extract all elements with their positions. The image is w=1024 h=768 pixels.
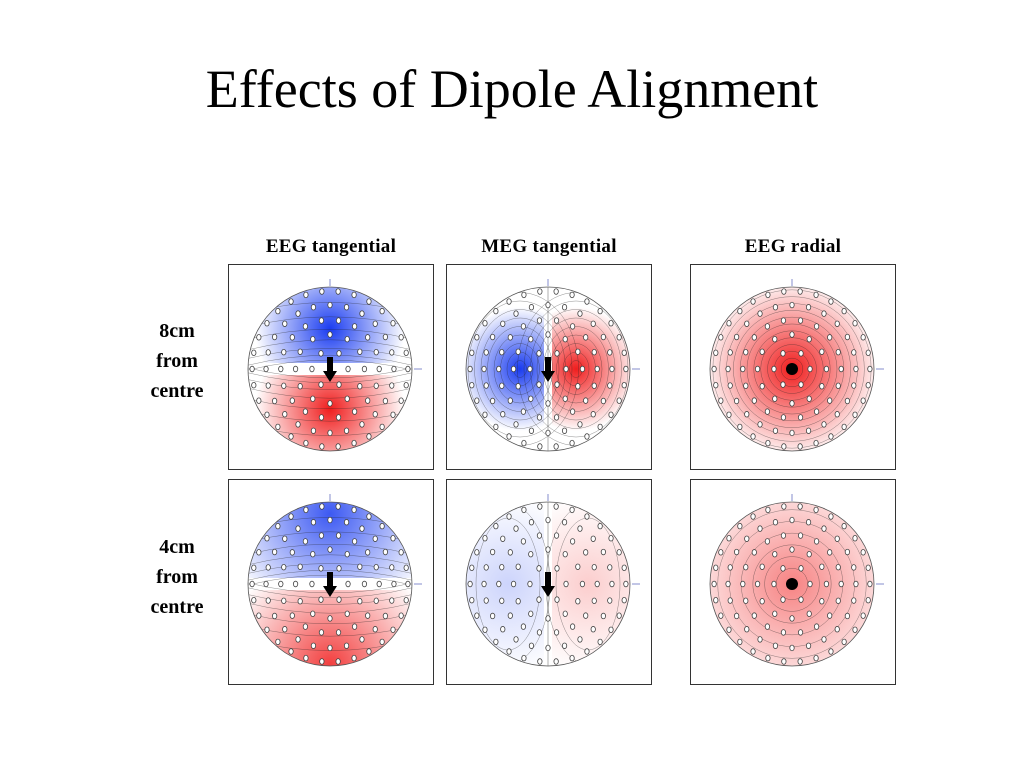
electrode-array — [467, 503, 629, 665]
electrode-array — [467, 288, 629, 450]
positive-field — [248, 590, 412, 666]
column-header-meg-tangential: MEG tangential — [481, 236, 617, 257]
tangential-dipole-arrow — [323, 357, 337, 382]
radial-dipole-dot — [786, 363, 798, 375]
map-eeg-radial-8cm — [690, 264, 896, 470]
tangential-dipole-arrow — [541, 572, 555, 597]
column-header-eeg-radial: EEG radial — [744, 236, 842, 257]
row-header-line: centre — [150, 380, 204, 402]
tangential-dipole-arrow — [541, 357, 555, 382]
row-header-4cm: 4cm from centre — [122, 532, 232, 622]
electrode-array — [711, 503, 873, 665]
row-header-line: from — [156, 350, 198, 372]
topo-map — [465, 279, 640, 452]
topo-map — [465, 494, 640, 667]
map-eeg-tangential-8cm — [228, 264, 434, 470]
electrode-array — [711, 288, 873, 450]
row-header-line: from — [156, 566, 198, 588]
row-header-8cm: 8cm from centre — [122, 316, 232, 406]
slide-title: Effects of Dipole Alignment — [205, 59, 819, 119]
positive-field — [248, 375, 412, 451]
negative-field — [248, 502, 412, 578]
topo-map — [247, 494, 422, 667]
tangential-dipole-arrow — [323, 572, 337, 597]
map-meg-tangential-4cm — [446, 479, 652, 685]
topo-map — [709, 279, 884, 452]
radial-dipole-dot — [786, 578, 798, 590]
negative-field — [248, 287, 412, 363]
map-eeg-tangential-4cm — [228, 479, 434, 685]
topo-map — [709, 494, 884, 667]
row-header-line: centre — [150, 596, 204, 618]
row-header-line: 4cm — [159, 536, 195, 558]
map-eeg-radial-4cm — [690, 479, 896, 685]
topo-map — [247, 279, 422, 452]
row-header-line: 8cm — [159, 320, 195, 342]
electrode-array — [249, 288, 411, 450]
map-meg-tangential-8cm — [446, 264, 652, 470]
column-header-eeg-tangential: EEG tangential — [265, 236, 397, 257]
electrode-array — [249, 503, 411, 665]
